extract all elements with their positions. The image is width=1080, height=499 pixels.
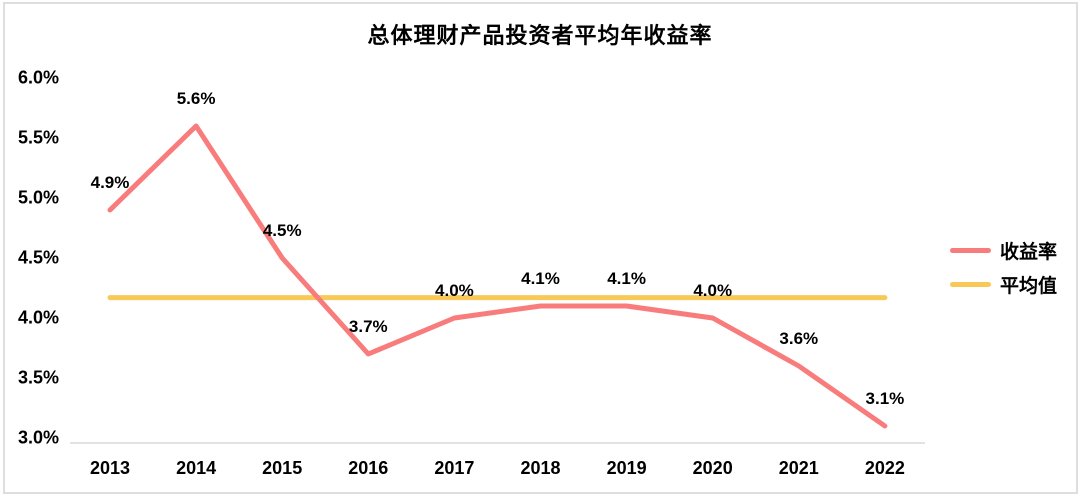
data-point-label: 4.1% [521,269,560,288]
chart-title: 总体理财产品投资者平均年收益率 [367,23,713,48]
data-point-label: 4.1% [607,269,646,288]
x-tick-label: 2015 [262,458,303,478]
x-tick-label: 2022 [864,458,905,478]
data-point-label: 4.0% [693,281,733,300]
y-tick-label: 4.0% [18,307,60,328]
data-point-label: 3.6% [779,329,819,348]
legend-line-swatch-icon [950,281,991,287]
y-tick-label: 5.0% [18,187,60,208]
y-tick-label: 4.5% [18,247,60,268]
data-point-label: 5.6% [176,89,216,108]
x-tick-label: 2020 [692,458,733,478]
x-tick-label: 2017 [434,458,475,478]
x-tick-label: 2014 [176,458,217,478]
data-point-label: 3.7% [348,317,388,336]
data-point-label: 3.1% [865,389,905,408]
data-point-label: 4.5% [262,221,302,240]
x-tick-label: 2019 [606,458,647,478]
x-tick-label: 2013 [89,458,131,478]
legend-item-label: 平均值 [1000,275,1058,297]
x-tick-label: 2018 [520,458,561,478]
legend-item: 平均值 [950,272,1058,297]
legend-item: 收益率 [950,238,1058,263]
y-tick-label: 6.0% [18,67,60,88]
legend-line-swatch-icon [950,247,991,253]
data-point-label: 4.9% [90,173,130,192]
x-tick-label: 2016 [348,458,389,478]
y-tick-label: 5.5% [18,127,60,148]
y-tick-label: 3.0% [18,427,60,448]
y-tick-label: 3.5% [18,367,60,388]
x-tick-label: 2021 [778,458,819,478]
data-point-label: 4.0% [435,281,474,300]
legend-item-label: 收益率 [1000,241,1058,263]
return-rate-line [107,123,888,429]
chart-legend: 收益率 平均值 [950,238,1058,297]
